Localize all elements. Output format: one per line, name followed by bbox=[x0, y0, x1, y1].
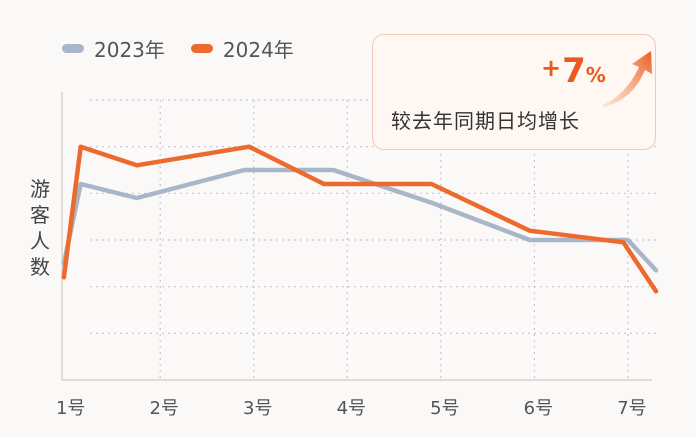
legend: 2023年 2024年 bbox=[62, 34, 320, 63]
upward-arrow-icon bbox=[603, 51, 652, 107]
growth-number: 7 bbox=[562, 51, 586, 91]
legend-label-2023: 2023年 bbox=[94, 38, 165, 62]
legend-swatch-2023 bbox=[62, 44, 84, 53]
growth-callout: +7% 较去年同期日均增长 bbox=[372, 34, 656, 150]
growth-plus-sign: + bbox=[541, 54, 561, 82]
x-tick-label: 3号 bbox=[243, 398, 272, 419]
legend-swatch-2024 bbox=[190, 44, 213, 53]
y-axis-label-char: 数 bbox=[30, 255, 50, 279]
x-tick-label: 4号 bbox=[337, 398, 366, 419]
growth-description: 较去年同期日均增长 bbox=[391, 109, 580, 133]
y-axis-label: 游 客 人 数 bbox=[28, 176, 52, 280]
y-axis-label-char: 客 bbox=[30, 203, 50, 227]
legend-item-2023: 2023年 bbox=[62, 34, 165, 63]
x-tick-label: 2号 bbox=[149, 398, 178, 419]
x-tick-label: 1号 bbox=[56, 398, 85, 419]
y-axis-label-char: 游 bbox=[30, 177, 50, 201]
y-axis-label-char: 人 bbox=[30, 229, 50, 253]
legend-item-2024: 2024年 bbox=[190, 34, 294, 63]
x-tick-label: 5号 bbox=[430, 398, 459, 419]
growth-percent-sign: % bbox=[585, 63, 606, 87]
x-tick-label: 7号 bbox=[617, 398, 646, 419]
growth-value: +7% bbox=[541, 51, 606, 91]
series-line-2024 bbox=[61, 144, 659, 294]
x-tick-label: 6号 bbox=[524, 398, 553, 419]
legend-label-2024: 2024年 bbox=[222, 38, 294, 62]
